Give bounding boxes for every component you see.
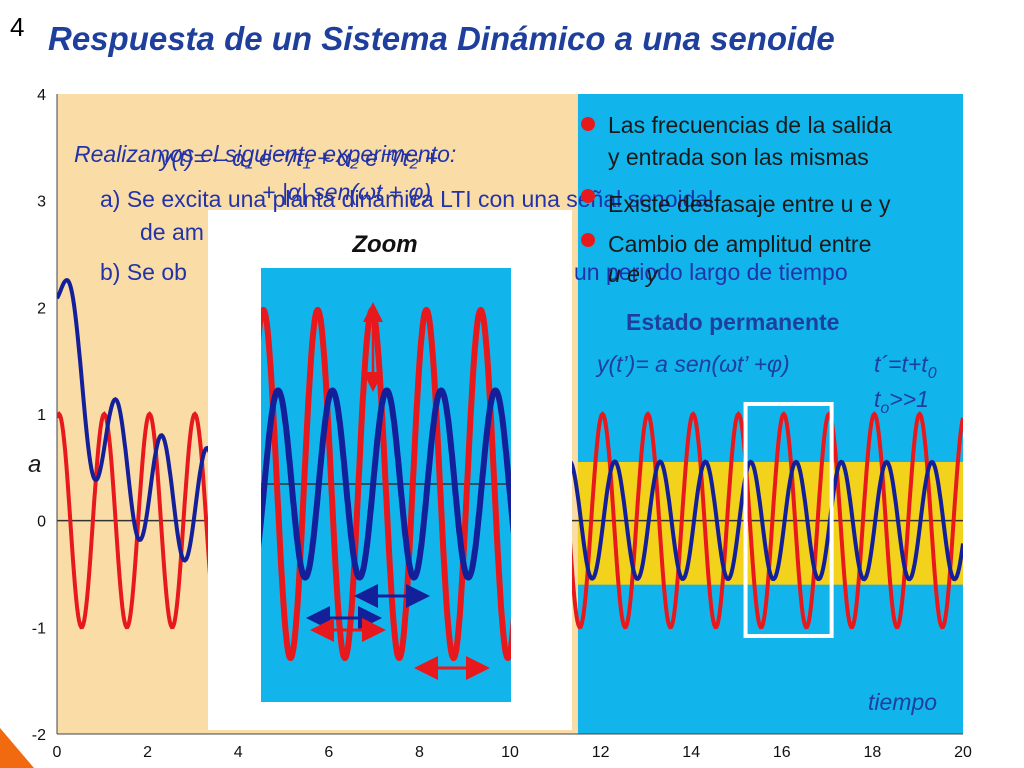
steady-state-window [743,402,834,638]
x-tick-label: 18 [864,744,882,761]
zoom-output-signal [261,387,511,581]
y-tick-label: -1 [32,620,46,637]
y-tick-label: 2 [37,300,46,317]
experiment-step-b-tail: un periodo largo de tiempo [574,259,848,285]
x-axis-ticks: 0 2 4 6 8 10 12 14 16 18 20 [53,744,972,761]
experiment-step-a-cont: de am [140,219,204,245]
y-tick-label: 3 [37,194,46,211]
x-tick-label: 4 [234,744,243,761]
corner-decoration [0,728,34,768]
zoom-label: Zoom [351,231,417,258]
time-offset-condition: to>>1 [874,386,929,417]
bullet-amplitude: Cambio de amplitud entre [608,231,871,257]
time-axis-label: tiempo [868,689,937,715]
bullet-dot [581,189,595,203]
y-tick-label: 4 [37,87,46,104]
amplitude-label: a [28,451,41,478]
bullet-dot [581,233,595,247]
steady-state-equation: y(t’)= a sen(ωt’ +φ) [595,351,790,377]
y-tick-label: 0 [37,514,46,531]
bullet-phase-shift: Existe desfasaje entre u e y [608,191,891,217]
x-tick-label: 20 [954,744,972,761]
x-tick-label: 12 [592,744,610,761]
zoom-inset: Zoom [208,210,572,730]
x-tick-label: 8 [415,744,424,761]
formula-line-2: + |α| sen(ωt + φ) [262,179,431,205]
bullet-amplitude-cont: u e y [608,261,659,287]
x-tick-label: 16 [773,744,791,761]
x-tick-label: 14 [682,744,700,761]
steady-state-title: Estado permanente [626,309,839,335]
time-shift-definition: t´=t+t0 [874,351,937,382]
bullet-dot [581,117,595,131]
x-tick-label: 10 [501,744,519,761]
y-tick-label: 1 [37,407,46,424]
bullet-frequencies-cont: y entrada son las mismas [608,144,869,170]
slide-title: Respuesta de un Sistema Dinámico a una s… [48,20,835,57]
zoom-input-signal [261,306,511,662]
x-tick-label: 2 [143,744,152,761]
experiment-step-b: b) Se ob [100,259,187,285]
x-tick-label: 6 [324,744,333,761]
formula-line-1: y(t)= – α₁ e⁻ᵗ/τ₁ + α₂ e⁻ᵗ/τ₂ + [158,145,438,171]
y-axis-ticks: -2 -1 0 1 2 3 4 [32,87,46,744]
experiment-step-a: a) Se excita una planta dinámica LTI con… [100,186,713,212]
slide-number: 4 [10,12,25,42]
x-tick-label: 0 [53,744,62,761]
experiment-intro: Realizamos el siguiente experimento: [74,141,456,167]
y-tick-label: -2 [32,727,46,744]
bullet-frequencies: Las frecuencias de la salida [608,112,892,138]
